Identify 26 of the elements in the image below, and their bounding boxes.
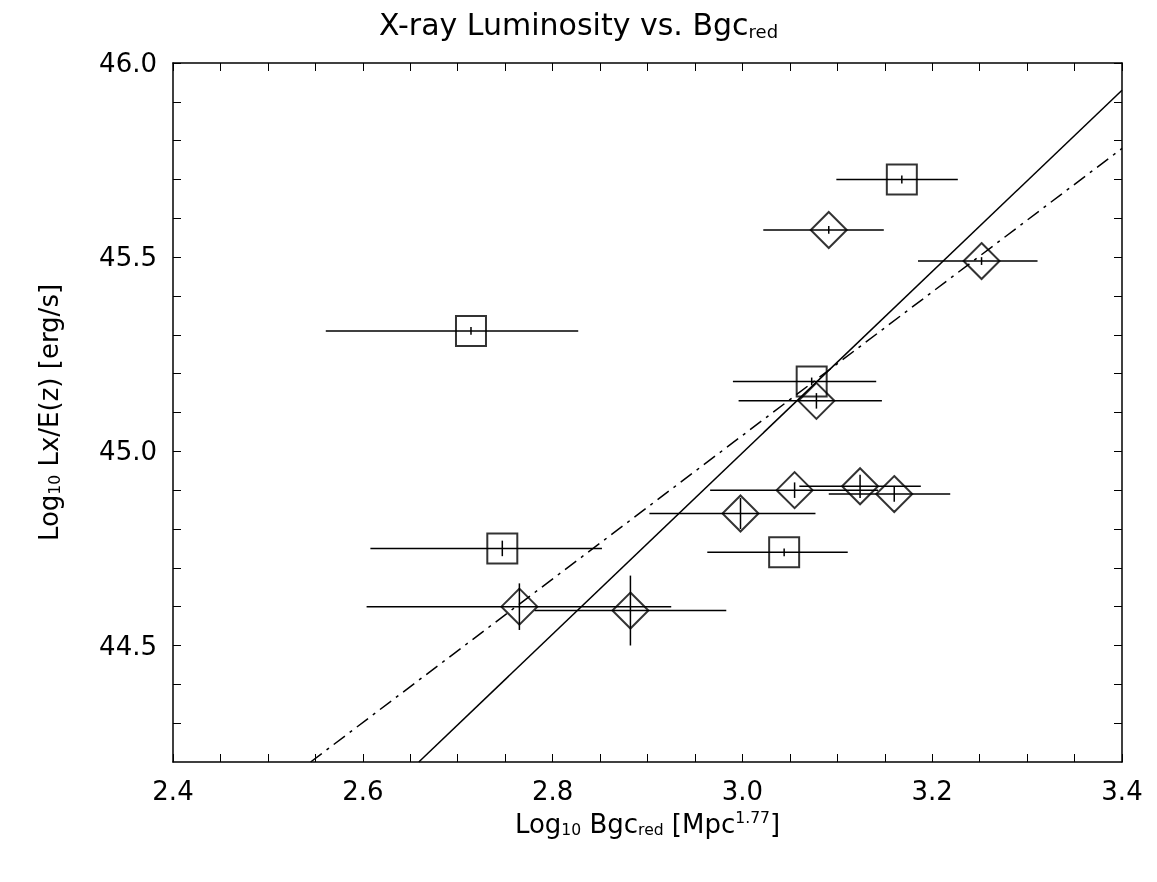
point <box>486 532 519 565</box>
y-tick-label: 44.5 <box>99 630 157 661</box>
point <box>454 314 487 347</box>
y-axis-title: Log10 Lx/E(z) [erg/s] <box>34 283 65 542</box>
y-tick-label: 46.0 <box>99 48 157 78</box>
y-tick-label: 45.5 <box>99 242 157 273</box>
x-tick-label: 2.6 <box>342 776 384 806</box>
x-tick-label: 2.8 <box>531 776 574 806</box>
x-tick-label: 3.2 <box>911 776 953 806</box>
point <box>841 467 880 506</box>
x-tick-label: 3.4 <box>1101 776 1143 806</box>
point <box>775 471 814 510</box>
point <box>721 494 760 533</box>
point <box>885 163 918 196</box>
point <box>795 365 828 398</box>
point <box>768 536 801 569</box>
point <box>611 591 650 630</box>
point <box>875 475 914 514</box>
y-tick-label: 45.0 <box>99 436 157 467</box>
x-tick-label: 2.4 <box>152 776 194 806</box>
point <box>500 587 539 626</box>
point <box>962 242 1001 281</box>
point <box>797 381 836 420</box>
x-tick-label: 3.0 <box>721 776 764 806</box>
chart-title: X-ray Luminosity vs. Bgcred <box>378 7 779 43</box>
point <box>809 210 848 249</box>
